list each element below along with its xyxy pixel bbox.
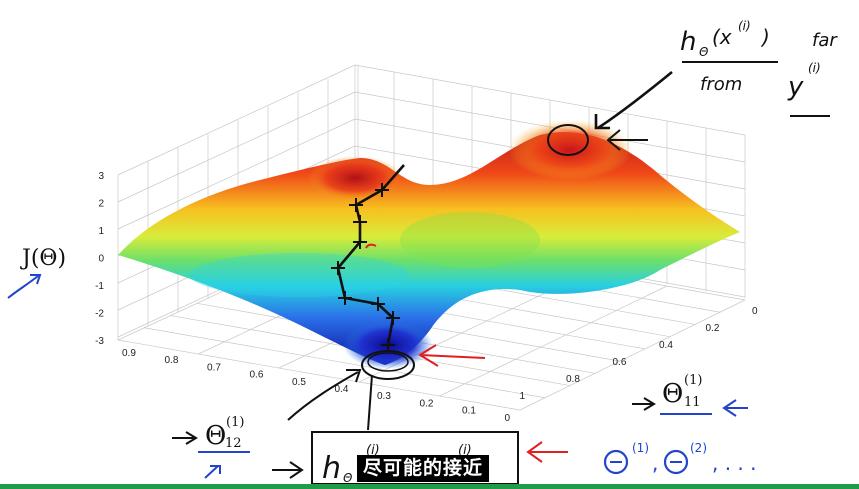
cost-surface: [118, 120, 740, 369]
descent-step-star: [371, 297, 385, 311]
descent-step-star: [386, 311, 400, 325]
top-hypothesis-annotation: h Θ (x (i) ) far from y (i): [680, 19, 838, 117]
svg-text:Θ: Θ: [662, 379, 683, 409]
svg-text:(i): (i): [808, 61, 821, 75]
surface-peak-left: [307, 156, 403, 200]
descent-step-star: [353, 215, 367, 229]
svg-text:far: far: [812, 30, 838, 51]
x-axis-ticks: 0 0.2 0.4 0.6 0.8 1: [520, 306, 759, 402]
svg-text:,: ,: [652, 451, 658, 475]
y-tick-label: 0.8: [165, 355, 179, 366]
svg-text:, . . .: , . . .: [712, 451, 757, 475]
descent-step-star: [353, 235, 367, 249]
minimum-circle-inner: [367, 352, 409, 372]
svg-text:(x: (x: [712, 25, 732, 49]
svg-text:h: h: [322, 451, 341, 486]
red-arrow-small: [365, 243, 377, 249]
arrow-to-peak: [597, 70, 673, 130]
theta-sequence-annotation: (1) , (2) , . . .: [603, 441, 757, 475]
line-minimum-to-box: [367, 374, 373, 431]
svg-text:Θ: Θ: [205, 421, 226, 451]
y-tick-label: 0.7: [207, 362, 221, 373]
y-tick-label: 0.1: [462, 406, 476, 417]
svg-text:11: 11: [684, 395, 701, 410]
svg-text:12: 12: [225, 436, 242, 451]
y-tick-label: 0.9: [122, 348, 136, 359]
svg-text:h: h: [680, 27, 696, 57]
red-arrow-box: [526, 441, 568, 463]
y-tick-label: 0.2: [420, 398, 434, 409]
svg-text:): ): [760, 25, 770, 49]
svg-text:(1): (1): [226, 415, 244, 430]
svg-text:Θ: Θ: [343, 471, 353, 485]
descent-step-star: [338, 291, 352, 305]
z-tick-label: -2: [95, 309, 104, 320]
y-tick-label: 0.3: [377, 391, 391, 402]
descent-step-star: [331, 261, 345, 275]
peak-pointer-arrow: [606, 129, 648, 151]
red-arrow-minimum: [418, 344, 486, 367]
y-tick-label: 0.6: [250, 370, 264, 381]
y-tick-label: 0: [505, 413, 511, 424]
video-progress-bar: [0, 484, 859, 489]
z-tick-label: 1: [98, 226, 104, 237]
gradient-descent-path: [336, 164, 405, 346]
svg-text:(1): (1): [632, 441, 649, 455]
z-tick-label: -3: [95, 336, 104, 347]
svg-text:(2): (2): [690, 441, 707, 455]
descent-step-markers: [331, 183, 400, 352]
subtitle-caption: 尽可能的接近: [357, 455, 490, 482]
y-axis-ticks: 0.9 0.8 0.7 0.6 0.5 0.4 0.3 0.2 0.1 0: [122, 348, 511, 424]
surface-peak-right: [508, 120, 632, 180]
y-tick-label: 0.5: [292, 377, 306, 388]
x-tick-label: 0.4: [659, 340, 673, 351]
z-axis-label: J(Θ): [20, 246, 66, 271]
y-tick-label: 0.4: [335, 384, 349, 395]
x-tick-label: 0.6: [613, 357, 627, 368]
x-tick-label: 0.8: [566, 374, 580, 385]
blue-arrow-j-theta: [7, 275, 39, 299]
surface-cyan-band: [190, 253, 410, 297]
descent-step-star: [349, 198, 363, 212]
peak-circle: [547, 124, 589, 156]
surface-green-ridge: [400, 212, 540, 268]
x-axis-label: Θ (1) 11: [632, 373, 748, 417]
x-tick-label: 0: [752, 306, 758, 317]
z-axis-ticks: 3 2 1 0 -1 -2 -3: [95, 171, 104, 347]
y-axis-label: Θ (1) 12: [172, 415, 250, 479]
svg-text:(i): (i): [366, 443, 380, 458]
svg-text:(i): (i): [738, 19, 751, 33]
z-tick-label: 3: [98, 171, 104, 182]
svg-text:y: y: [787, 72, 804, 102]
z-tick-label: 0: [98, 254, 104, 265]
x-tick-label: 1: [520, 391, 526, 402]
x-tick-label: 0.2: [706, 323, 720, 334]
arrow-minimum-from-left: [287, 371, 359, 421]
svg-text:(1): (1): [684, 373, 702, 388]
surface-body: [118, 131, 740, 365]
descent-step-star: [381, 338, 395, 352]
svg-text:from: from: [700, 74, 742, 95]
arrow-to-box: [272, 461, 304, 479]
minimum-circle-outer: [361, 350, 415, 380]
descent-step-star: [375, 183, 389, 197]
svg-text:Θ: Θ: [699, 45, 709, 59]
z-tick-label: 2: [98, 199, 104, 210]
svg-text:(i): (i): [458, 443, 472, 458]
z-tick-label: -1: [95, 281, 104, 292]
